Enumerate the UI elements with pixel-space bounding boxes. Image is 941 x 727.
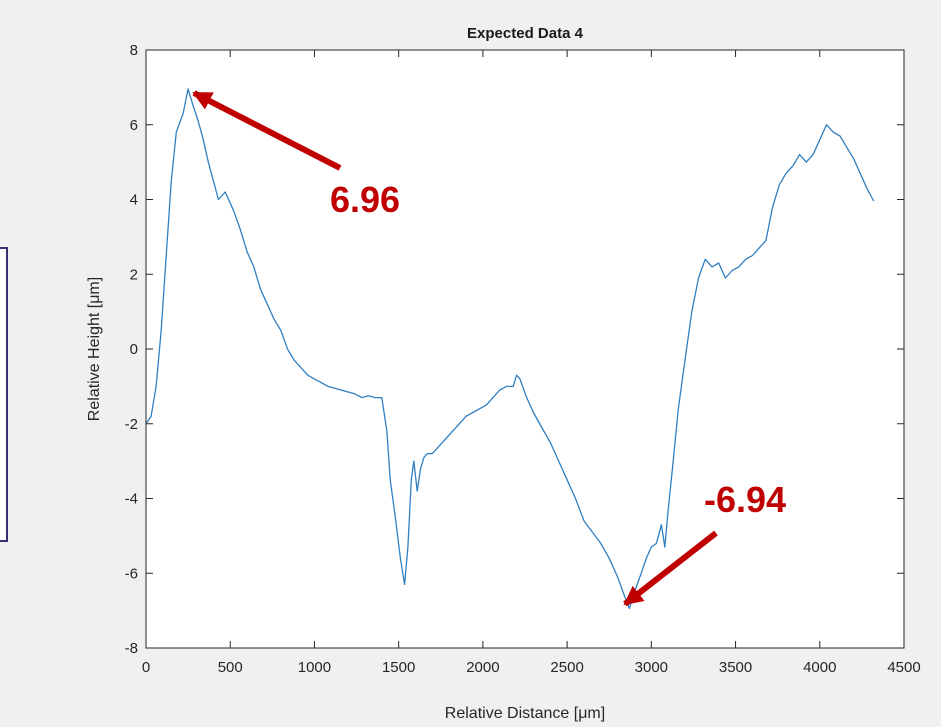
y-tick-label: -2	[125, 416, 138, 433]
y-tick-label: -8	[125, 640, 138, 657]
x-tick-label: 2500	[550, 659, 583, 676]
max-annotation-label: 6.96	[330, 179, 400, 220]
x-tick-label: 1500	[382, 659, 415, 676]
y-tick-label: -4	[125, 491, 138, 508]
y-tick-label: 0	[130, 341, 138, 358]
y-tick-label: 8	[130, 42, 138, 59]
x-tick-label: 3500	[719, 659, 752, 676]
min-annotation-arrow	[623, 530, 718, 607]
min-annotation-label: -6.94	[704, 479, 786, 520]
y-tick-label: 2	[130, 266, 138, 283]
x-tick-label: 4000	[803, 659, 836, 676]
chart-title: Expected Data 4	[467, 25, 584, 42]
x-tick-label: 500	[218, 659, 243, 676]
x-axis-label: Relative Distance [μm]	[445, 705, 605, 722]
x-tick-label: 4500	[887, 659, 920, 676]
x-tick-label: 3000	[635, 659, 668, 676]
x-tick-label: 0	[142, 659, 150, 676]
y-tick-label: 6	[130, 117, 138, 134]
y-tick-label: 4	[130, 192, 138, 209]
y-axis-label: Relative Height [μm]	[86, 277, 103, 421]
max-annotation-arrow	[192, 90, 342, 171]
y-tick-label: -6	[125, 565, 138, 582]
series-line	[146, 88, 875, 610]
partial-frame-border	[0, 247, 8, 542]
plot-area	[146, 50, 904, 648]
plot-frame	[145, 49, 905, 649]
x-tick-label: 1000	[298, 659, 331, 676]
axis-tick-labels: 0 500 1000 1500 2000 2500 3000 3500 4000 4500 -8 -6…	[125, 42, 921, 676]
x-tick-label: 2000	[466, 659, 499, 676]
